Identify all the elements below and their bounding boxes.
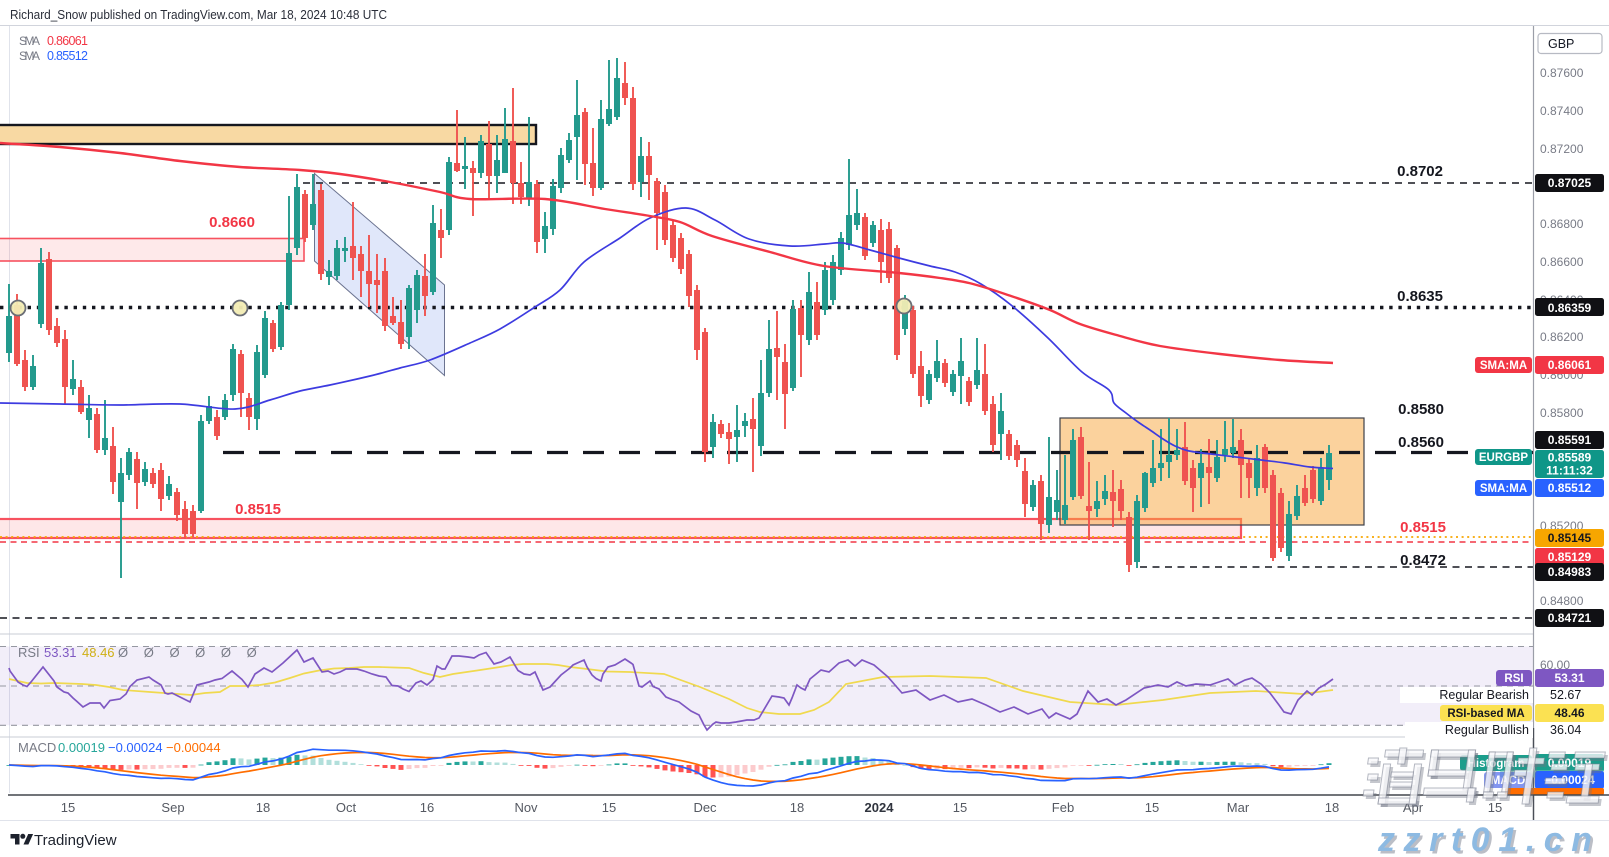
svg-text:Nov: Nov <box>514 800 538 815</box>
svg-text:36.04: 36.04 <box>1550 723 1581 737</box>
svg-text:0.85591: 0.85591 <box>1548 433 1592 447</box>
svg-text:0.86600: 0.86600 <box>1540 255 1584 269</box>
svg-text:48.46: 48.46 <box>1554 706 1584 720</box>
svg-text:18: 18 <box>256 800 270 815</box>
svg-text:0.85145: 0.85145 <box>1548 531 1592 545</box>
svg-text:zzrt01.cn: zzrt01.cn <box>1377 821 1600 857</box>
svg-text:0.8515: 0.8515 <box>235 501 281 518</box>
svg-text:0.8560: 0.8560 <box>1398 434 1444 451</box>
svg-text:Richard_Snow published on Trad: Richard_Snow published on TradingView.co… <box>10 7 387 22</box>
svg-text:Oct: Oct <box>336 800 357 815</box>
svg-text:0.8635: 0.8635 <box>1397 288 1443 305</box>
svg-text:0.85129: 0.85129 <box>1548 550 1592 564</box>
svg-text:Dec: Dec <box>693 800 717 815</box>
svg-text:0.87025: 0.87025 <box>1548 176 1592 190</box>
svg-text:SMA:MA: SMA:MA <box>1480 360 1527 372</box>
svg-text:0.87600: 0.87600 <box>1540 66 1584 80</box>
svg-text:15: 15 <box>61 800 75 815</box>
svg-text:0.85512: 0.85512 <box>47 49 88 63</box>
svg-text:0.86800: 0.86800 <box>1540 217 1584 231</box>
svg-text:52.67: 52.67 <box>1550 688 1581 702</box>
svg-text:−0.00044: −0.00044 <box>166 740 221 755</box>
svg-text:EURGBP: EURGBP <box>1479 452 1529 464</box>
svg-text:0.00019: 0.00019 <box>58 740 105 755</box>
svg-text:Mar: Mar <box>1227 800 1250 815</box>
svg-text:18: 18 <box>790 800 804 815</box>
svg-text:0.84721: 0.84721 <box>1548 611 1592 625</box>
svg-text:Ø Ø Ø Ø Ø Ø: Ø Ø Ø Ø Ø Ø <box>118 645 263 660</box>
svg-text:SMA: SMA <box>19 49 40 63</box>
svg-text:18: 18 <box>1325 800 1339 815</box>
svg-text:RSI-based MA: RSI-based MA <box>1447 708 1524 720</box>
svg-text:16: 16 <box>420 800 434 815</box>
svg-text:Regular Bearish: Regular Bearish <box>1439 688 1529 702</box>
svg-text:0.8515: 0.8515 <box>1400 519 1446 536</box>
svg-text:0.8580: 0.8580 <box>1398 401 1444 418</box>
svg-text:0.85512: 0.85512 <box>1548 481 1592 495</box>
svg-text:0.84983: 0.84983 <box>1548 565 1592 579</box>
svg-text:zzrt01.cn: zzrt01.cn <box>1380 824 1603 857</box>
svg-text:0.8660: 0.8660 <box>209 214 255 231</box>
svg-text:60.00: 60.00 <box>1540 658 1570 672</box>
svg-text:48.46: 48.46 <box>82 645 115 660</box>
svg-text:15: 15 <box>1145 800 1159 815</box>
svg-text:SMA: SMA <box>19 34 40 48</box>
svg-text:0.87400: 0.87400 <box>1540 104 1584 118</box>
svg-text:0.86359: 0.86359 <box>1548 301 1592 315</box>
svg-text:0.86061: 0.86061 <box>1548 358 1592 372</box>
svg-text:53.31: 53.31 <box>44 645 77 660</box>
svg-text:MACD: MACD <box>18 740 56 755</box>
svg-text:Sep: Sep <box>161 800 184 815</box>
svg-text:TradingView: TradingView <box>34 832 117 849</box>
svg-text:0.87200: 0.87200 <box>1540 142 1584 156</box>
svg-text:Regular Bullish: Regular Bullish <box>1445 723 1529 737</box>
svg-text:0.84800: 0.84800 <box>1540 594 1584 608</box>
svg-text:0.8472: 0.8472 <box>1400 552 1446 569</box>
svg-text:53.31: 53.31 <box>1554 671 1584 685</box>
svg-text:0.85800: 0.85800 <box>1540 406 1584 420</box>
svg-text:0.8702: 0.8702 <box>1397 163 1443 180</box>
svg-text:2024: 2024 <box>865 800 895 815</box>
svg-text:RSI: RSI <box>18 645 40 660</box>
svg-text:15: 15 <box>953 800 967 815</box>
svg-text:0.85589: 0.85589 <box>1548 451 1592 465</box>
svg-text:15: 15 <box>1488 800 1502 815</box>
svg-text:0.86061: 0.86061 <box>47 34 88 48</box>
svg-text:RSI: RSI <box>1504 673 1523 685</box>
svg-text:SMA:MA: SMA:MA <box>1480 483 1527 495</box>
svg-text:0.86200: 0.86200 <box>1540 330 1584 344</box>
svg-text:GBP: GBP <box>1548 37 1574 51</box>
svg-text:−0.00024: −0.00024 <box>108 740 163 755</box>
svg-text:15: 15 <box>602 800 616 815</box>
svg-text:11:11:32: 11:11:32 <box>1546 464 1593 478</box>
svg-text:Feb: Feb <box>1052 800 1074 815</box>
